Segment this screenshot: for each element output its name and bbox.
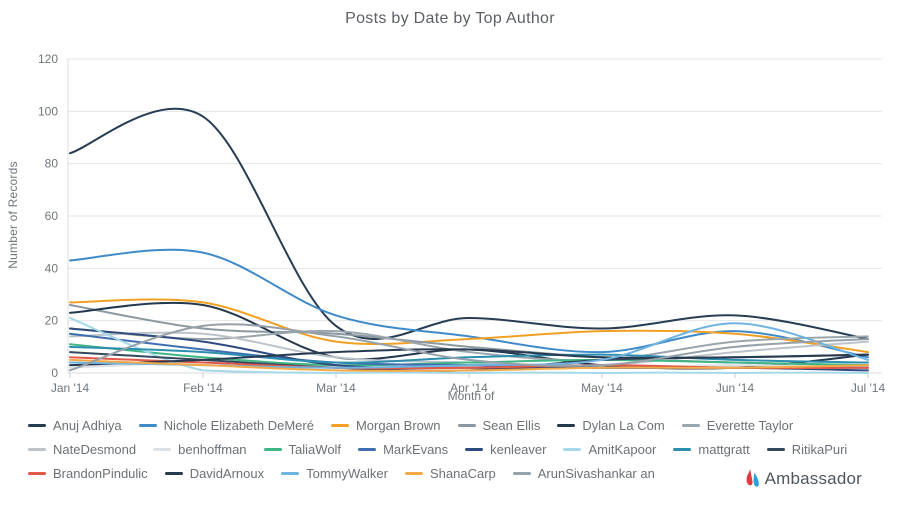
- series-line-arunsivashankar-an[interactable]: [69, 323, 869, 372]
- legend-label: Anuj Adhiya: [53, 418, 122, 433]
- legend-swatch-icon: [766, 448, 785, 451]
- legend-label: Sean Ellis: [482, 418, 541, 433]
- series-line-anuj-adhiya[interactable]: [69, 107, 869, 340]
- series-line-mattgratt[interactable]: [69, 345, 869, 364]
- legend-item-amitkapoor[interactable]: AmitKapoor: [563, 442, 656, 457]
- legend-item-tommywalker[interactable]: TommyWalker: [281, 466, 388, 481]
- legend-item-benhoffman[interactable]: benhoffman: [153, 442, 247, 457]
- legend-label: mattgratt: [698, 442, 750, 457]
- legend-label: benhoffman: [178, 442, 247, 457]
- legend-item-dylan-la-com[interactable]: Dylan La Com: [557, 418, 665, 433]
- legend-swatch-icon: [681, 424, 700, 427]
- y-tick-60: 60: [45, 209, 59, 223]
- legend-swatch-icon: [512, 472, 531, 475]
- legend-swatch-icon: [263, 448, 282, 451]
- legend-label: Morgan Brown: [355, 418, 441, 433]
- legend-item-nichole-elizabeth-demeré[interactable]: Nichole Elizabeth DeMeré: [138, 418, 314, 433]
- legend-swatch-icon: [138, 424, 157, 427]
- legend-swatch-icon: [28, 448, 46, 451]
- x-tick-4: May '14: [581, 381, 623, 395]
- legend-item-anuj-adhiya[interactable]: Anuj Adhiya: [28, 418, 122, 433]
- legend-swatch-icon: [673, 448, 692, 451]
- legend-item-everette-taylor[interactable]: Everette Taylor: [681, 418, 794, 433]
- legend-item-kenleaver[interactable]: kenleaver: [465, 442, 546, 457]
- legend-item-morgan-brown[interactable]: Morgan Brown: [330, 418, 441, 433]
- legend-label: Everette Taylor: [706, 418, 794, 433]
- legend-item-sean-ellis[interactable]: Sean Ellis: [457, 418, 541, 433]
- y-tick-100: 100: [38, 104, 58, 118]
- legend-swatch-icon: [557, 424, 576, 427]
- ambassador-flame-icon: [746, 469, 759, 487]
- chart-title: Posts by Date by Top Author: [345, 10, 555, 27]
- legend-label: BrandonPindulic: [53, 466, 148, 481]
- series-line-taliawolf[interactable]: [69, 343, 869, 367]
- legend-label: TommyWalker: [306, 466, 388, 481]
- legend-label: TaliaWolf: [288, 442, 342, 457]
- legend-item-shanacarp[interactable]: ShanaCarp: [404, 466, 496, 481]
- legend-swatch-icon: [164, 472, 183, 475]
- legend-item-ritikapuri[interactable]: RitikaPuri: [766, 442, 848, 457]
- legend-label: kenleaver: [490, 442, 547, 457]
- x-tick-6: Jul '14: [851, 381, 886, 395]
- series-line-amitkapoor[interactable]: [69, 317, 869, 374]
- legend-item-davidarnoux[interactable]: DavidArnoux: [164, 466, 265, 481]
- brand-logo: Ambassador: [744, 468, 862, 489]
- legend-item-natedesmond[interactable]: NateDesmond: [28, 442, 136, 457]
- legend-label: DavidArnoux: [189, 466, 265, 481]
- series-line-everette-taylor[interactable]: [69, 327, 869, 362]
- legend-label: RitikaPuri: [791, 442, 848, 457]
- legend-swatch-icon: [465, 448, 484, 451]
- x-tick-1: Feb '14: [183, 381, 223, 395]
- series-line-shanacarp[interactable]: [69, 358, 869, 372]
- series-line-nichole-elizabeth-demeré[interactable]: [69, 248, 869, 359]
- series-line-davidarnoux[interactable]: [69, 348, 869, 367]
- legend-swatch-icon: [358, 448, 377, 451]
- legend-item-brandonpindulic[interactable]: BrandonPindulic: [28, 466, 148, 481]
- legend-swatch-icon: [281, 472, 300, 475]
- legend-item-taliawolf[interactable]: TaliaWolf: [263, 442, 342, 457]
- legend-label: MarkEvans: [383, 442, 449, 457]
- x-tick-3: Apr '14: [450, 381, 488, 395]
- y-tick-20: 20: [45, 314, 59, 328]
- legend-swatch-icon: [28, 424, 46, 427]
- legend-label: AmitKapoor: [588, 442, 657, 457]
- legend-swatch-icon: [153, 448, 172, 451]
- legend-label: ArunSivashankar an: [537, 466, 655, 481]
- legend-item-markevans[interactable]: MarkEvans: [358, 442, 448, 457]
- chart-legend: Anuj Adhiya Nichole Elizabeth DeMeré Morga…: [28, 418, 876, 481]
- legend-swatch-icon: [28, 472, 46, 475]
- legend-label: Dylan La Com: [582, 418, 665, 433]
- legend-label: ShanaCarp: [429, 466, 496, 481]
- x-tick-2: Mar '14: [316, 381, 356, 395]
- y-tick-40: 40: [45, 261, 59, 275]
- legend-item-arunsivashankar-an[interactable]: ArunSivashankar an: [512, 466, 655, 481]
- x-tick-0: Jan '14: [51, 381, 90, 395]
- legend-label: NateDesmond: [53, 442, 137, 457]
- legend-swatch-icon: [330, 424, 349, 427]
- legend-swatch-icon: [404, 472, 423, 475]
- series-line-morgan-brown[interactable]: [69, 298, 869, 354]
- y-tick-0: 0: [51, 366, 58, 380]
- x-tick-5: Jun '14: [716, 381, 755, 395]
- line-chart[interactable]: 0 20 40 60 80 100 120 Jan '14 Feb '14 Mar '14 Apr …: [0, 0, 900, 412]
- legend-swatch-icon: [563, 448, 582, 451]
- brand-name: Ambassador: [764, 468, 862, 488]
- legend-swatch-icon: [457, 424, 476, 427]
- legend-item-mattgratt[interactable]: mattgratt: [673, 442, 750, 457]
- x-axis-label: Month of: [447, 389, 495, 403]
- y-tick-120: 120: [38, 52, 58, 66]
- y-tick-80: 80: [45, 157, 59, 171]
- legend-label: Nichole Elizabeth DeMeré: [163, 418, 314, 433]
